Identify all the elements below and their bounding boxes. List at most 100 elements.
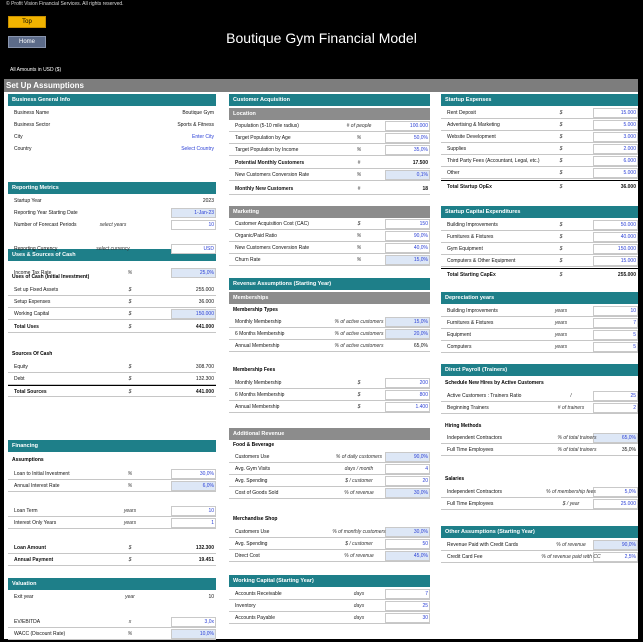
row-value[interactable]: 5 (633, 344, 636, 350)
input-cell[interactable] (593, 144, 638, 154)
row-value[interactable]: 10,0% (199, 631, 214, 637)
row-value[interactable]: 5,0% (624, 489, 636, 495)
input-cell[interactable] (593, 108, 638, 118)
row-value[interactable]: 30,0% (413, 490, 428, 496)
input-cell[interactable] (593, 330, 638, 340)
row-value[interactable]: 25.000 (620, 501, 636, 507)
row-value[interactable]: 1-Jan-23 (194, 210, 214, 216)
input-cell[interactable] (593, 391, 638, 401)
row-value[interactable]: 30,0% (413, 529, 428, 535)
input-cell[interactable] (385, 243, 430, 253)
row-value[interactable]: 30 (422, 615, 428, 621)
row-value[interactable]: 5 (633, 332, 636, 338)
row-value[interactable]: 20 (422, 478, 428, 484)
row-value[interactable]: 65,0% (621, 435, 636, 441)
row-value[interactable]: 5.000 (623, 170, 636, 176)
input-cell[interactable] (385, 121, 430, 131)
row-value[interactable]: 25 (422, 603, 428, 609)
input-cell[interactable] (593, 244, 638, 254)
input-cell[interactable] (385, 476, 430, 486)
input-cell[interactable] (385, 551, 430, 561)
input-cell[interactable] (385, 601, 430, 611)
row-value[interactable]: 3.000 (623, 134, 636, 140)
row-value[interactable]: 20,0% (413, 331, 428, 337)
row-value[interactable]: USD (203, 246, 214, 252)
row-value[interactable]: 150.000 (195, 311, 214, 317)
input-cell[interactable] (171, 469, 216, 479)
row-value[interactable]: 100.000 (409, 123, 428, 129)
row-value[interactable]: 3,0x (204, 619, 214, 625)
input-cell[interactable] (593, 220, 638, 230)
row-value[interactable]: 25 (630, 393, 636, 399)
input-cell[interactable] (593, 120, 638, 130)
input-cell[interactable] (171, 268, 216, 278)
input-cell[interactable] (385, 452, 430, 462)
input-cell[interactable] (385, 527, 430, 537)
row-value[interactable]: 10 (208, 222, 214, 228)
row-value[interactable]: 90,0% (413, 233, 428, 239)
input-cell[interactable] (593, 168, 638, 178)
input-cell[interactable] (593, 306, 638, 316)
input-cell[interactable] (593, 487, 638, 497)
row-value[interactable]: 10 (208, 508, 214, 514)
row-value[interactable]: 35,0% (413, 147, 428, 153)
input-cell[interactable] (593, 540, 638, 550)
input-cell[interactable] (171, 629, 216, 639)
input-cell[interactable] (385, 317, 430, 327)
input-cell[interactable] (385, 464, 430, 474)
row-value[interactable]: 0,1% (416, 172, 428, 178)
input-cell[interactable] (385, 402, 430, 412)
input-cell[interactable] (171, 244, 216, 254)
input-cell[interactable] (593, 156, 638, 166)
row-value[interactable]: 50.000 (620, 222, 636, 228)
row-value[interactable]: 40.000 (620, 234, 636, 240)
row-value[interactable]: 2 (633, 405, 636, 411)
input-cell[interactable] (171, 518, 216, 528)
input-cell[interactable] (171, 208, 216, 218)
home-button[interactable]: Home (8, 36, 46, 48)
input-cell[interactable] (385, 488, 430, 498)
row-value[interactable]: 6,0% (202, 483, 214, 489)
row-value[interactable]: 2,5% (624, 554, 636, 560)
input-cell[interactable] (385, 170, 430, 180)
input-cell[interactable] (593, 256, 638, 266)
input-cell[interactable] (171, 220, 216, 230)
row-value[interactable]: 15,0% (413, 319, 428, 325)
row-value[interactable]: 800 (419, 392, 428, 398)
row-value[interactable]: 6.000 (623, 158, 636, 164)
row-value[interactable]: 7 (633, 320, 636, 326)
input-cell[interactable] (385, 390, 430, 400)
row-value[interactable]: 50 (422, 541, 428, 547)
row-value[interactable]: 40,0% (413, 245, 428, 251)
row-value[interactable]: 10 (630, 308, 636, 314)
input-cell[interactable] (385, 589, 430, 599)
input-cell[interactable] (385, 613, 430, 623)
input-cell[interactable] (385, 219, 430, 229)
input-cell[interactable] (593, 433, 638, 443)
input-cell[interactable] (171, 309, 216, 319)
input-cell[interactable] (385, 539, 430, 549)
top-button[interactable]: Top (8, 16, 46, 28)
row-value[interactable]: 15.000 (620, 110, 636, 116)
input-cell[interactable] (385, 378, 430, 388)
row-value[interactable]: 25,0% (199, 270, 214, 276)
row-value[interactable]: 1 (211, 520, 214, 526)
input-cell[interactable] (385, 133, 430, 143)
input-cell[interactable] (593, 499, 638, 509)
input-cell[interactable] (385, 255, 430, 265)
row-value[interactable]: 7 (425, 591, 428, 597)
input-cell[interactable] (171, 506, 216, 516)
input-cell[interactable] (593, 132, 638, 142)
row-value[interactable]: 50,0% (413, 135, 428, 141)
input-cell[interactable] (171, 617, 216, 627)
input-cell[interactable] (593, 318, 638, 328)
input-cell[interactable] (593, 232, 638, 242)
input-cell[interactable] (385, 329, 430, 339)
row-value[interactable]: 150 (419, 221, 428, 227)
input-cell[interactable] (385, 145, 430, 155)
row-value[interactable]: 30,0% (199, 471, 214, 477)
row-value[interactable]: 150.000 (617, 246, 636, 252)
row-value[interactable]: 90,0% (621, 542, 636, 548)
row-value[interactable]: 1.400 (415, 404, 428, 410)
row-value[interactable]: 45,0% (413, 553, 428, 559)
